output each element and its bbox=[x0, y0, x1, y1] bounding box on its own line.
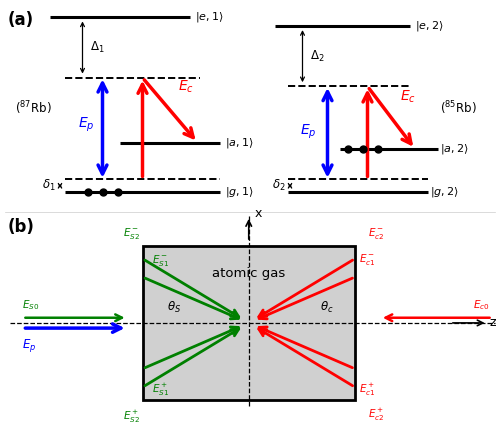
Text: x: x bbox=[254, 207, 262, 220]
Text: (b): (b) bbox=[8, 218, 34, 236]
Text: $E_{c1}^+$: $E_{c1}^+$ bbox=[359, 381, 376, 397]
Text: $E_{S2}^+$: $E_{S2}^+$ bbox=[123, 409, 140, 425]
Text: $E_{S0}$: $E_{S0}$ bbox=[22, 298, 40, 311]
Text: $|g,1\rangle$: $|g,1\rangle$ bbox=[225, 185, 254, 199]
Text: $(^{87}$Rb$)$: $(^{87}$Rb$)$ bbox=[15, 99, 52, 117]
Text: $|a,1\rangle$: $|a,1\rangle$ bbox=[225, 136, 254, 149]
Text: $\delta_1$: $\delta_1$ bbox=[42, 178, 56, 193]
Text: $|e,2\rangle$: $|e,2\rangle$ bbox=[415, 19, 444, 33]
Text: $\Delta_1$: $\Delta_1$ bbox=[90, 40, 104, 55]
Text: $|a,2\rangle$: $|a,2\rangle$ bbox=[440, 142, 468, 156]
Bar bbox=[142, 246, 355, 400]
Text: atomic gas: atomic gas bbox=[212, 267, 286, 280]
Text: $E_{c1}^-$: $E_{c1}^-$ bbox=[359, 252, 376, 267]
Text: $E_p$: $E_p$ bbox=[300, 123, 316, 141]
Text: $(^{85}$Rb$)$: $(^{85}$Rb$)$ bbox=[440, 99, 477, 117]
Text: $E_c$: $E_c$ bbox=[400, 89, 416, 105]
Text: $E_{S2}^-$: $E_{S2}^-$ bbox=[123, 226, 140, 241]
Text: z: z bbox=[489, 316, 496, 330]
Text: $E_{c0}$: $E_{c0}$ bbox=[474, 298, 490, 311]
Text: (a): (a) bbox=[8, 11, 34, 29]
Text: $E_{S1}^+$: $E_{S1}^+$ bbox=[152, 381, 170, 397]
Text: $\theta_S$: $\theta_S$ bbox=[168, 300, 181, 315]
Text: $E_p$: $E_p$ bbox=[78, 116, 94, 134]
Text: $|g,2\rangle$: $|g,2\rangle$ bbox=[430, 185, 459, 199]
Text: $E_{c2}^+$: $E_{c2}^+$ bbox=[368, 407, 384, 423]
Text: $E_c$: $E_c$ bbox=[178, 78, 194, 95]
Text: $\Delta_2$: $\Delta_2$ bbox=[310, 49, 324, 64]
Text: $|e,1\rangle$: $|e,1\rangle$ bbox=[195, 10, 224, 24]
Text: $E_{c2}^-$: $E_{c2}^-$ bbox=[368, 226, 384, 241]
Text: $E_p$: $E_p$ bbox=[22, 337, 37, 354]
Text: $\delta_2$: $\delta_2$ bbox=[272, 178, 286, 193]
Text: $\theta_c$: $\theta_c$ bbox=[320, 300, 334, 315]
Text: $E_{S1}^-$: $E_{S1}^-$ bbox=[152, 253, 170, 268]
